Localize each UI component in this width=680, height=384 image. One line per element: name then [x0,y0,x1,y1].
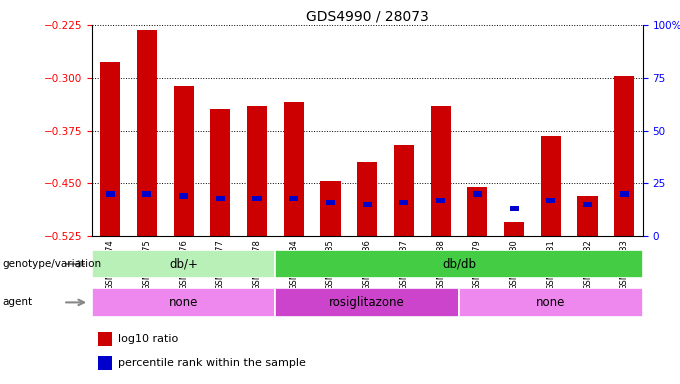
Bar [252,195,262,201]
Bar [459,288,643,317]
Bar [275,288,459,317]
Text: rosiglitazone: rosiglitazone [329,296,405,309]
Text: GDS4990 / 28073: GDS4990 / 28073 [306,10,428,23]
Text: none: none [536,296,566,309]
Bar [504,222,524,236]
Bar [614,76,634,236]
Bar [173,86,194,236]
Bar [99,333,112,346]
Bar [362,202,372,207]
Bar [179,194,188,199]
Bar [357,162,377,236]
Text: log10 ratio: log10 ratio [118,334,178,344]
Bar [509,206,519,211]
Bar [577,196,598,236]
Bar [92,288,275,317]
Bar [399,200,409,205]
Bar [275,250,643,278]
Bar [137,30,157,236]
Text: db/+: db/+ [169,258,198,270]
Bar [436,198,445,203]
Bar [247,106,267,236]
Bar [394,145,414,236]
Bar [210,109,231,236]
Bar [99,356,112,370]
Bar [473,191,482,197]
Bar [105,191,115,197]
Text: none: none [169,296,199,309]
Bar [320,181,341,236]
Bar [284,103,304,236]
Text: agent: agent [2,297,32,308]
Bar [142,191,152,197]
Bar [619,191,629,197]
Bar [430,106,451,236]
Bar [92,250,275,278]
Bar [100,62,120,236]
Text: percentile rank within the sample: percentile rank within the sample [118,358,306,368]
Text: db/db: db/db [442,258,476,270]
Bar [583,202,592,207]
Bar [467,187,488,236]
Text: genotype/variation: genotype/variation [2,259,101,269]
Bar [289,195,299,201]
Bar [216,195,225,201]
Bar [326,200,335,205]
Bar [546,198,556,203]
Bar [541,136,561,236]
